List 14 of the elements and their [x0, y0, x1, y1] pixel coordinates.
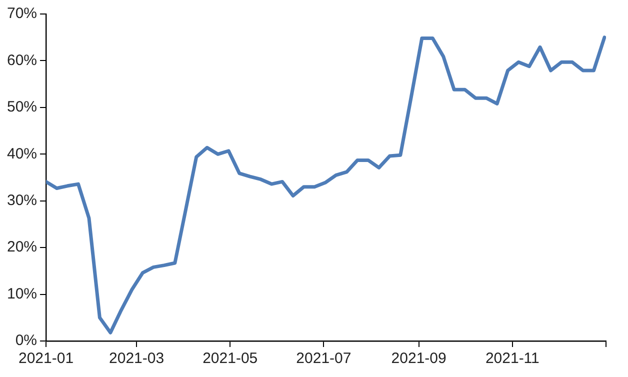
y-tick-label: 10% — [6, 285, 38, 302]
x-tick-label: 2021-07 — [296, 350, 352, 368]
x-tick-label: 2021-09 — [391, 350, 446, 368]
y-tick-label: 20% — [6, 238, 38, 256]
x-tick-label: 2021-03 — [109, 350, 164, 368]
y-tick-label: 30% — [6, 192, 38, 209]
x-tick-label: 2021-05 — [202, 350, 258, 368]
y-tick-label: 60% — [6, 52, 38, 69]
y-tick-label: 0% — [15, 332, 38, 350]
y-tick-label: 50% — [6, 98, 38, 116]
y-tick-label: 40% — [6, 145, 38, 162]
y-tick-label: 70% — [6, 5, 38, 22]
x-tick-label: 2021-01 — [18, 350, 74, 368]
x-tick-label: 2021-11 — [485, 350, 540, 368]
